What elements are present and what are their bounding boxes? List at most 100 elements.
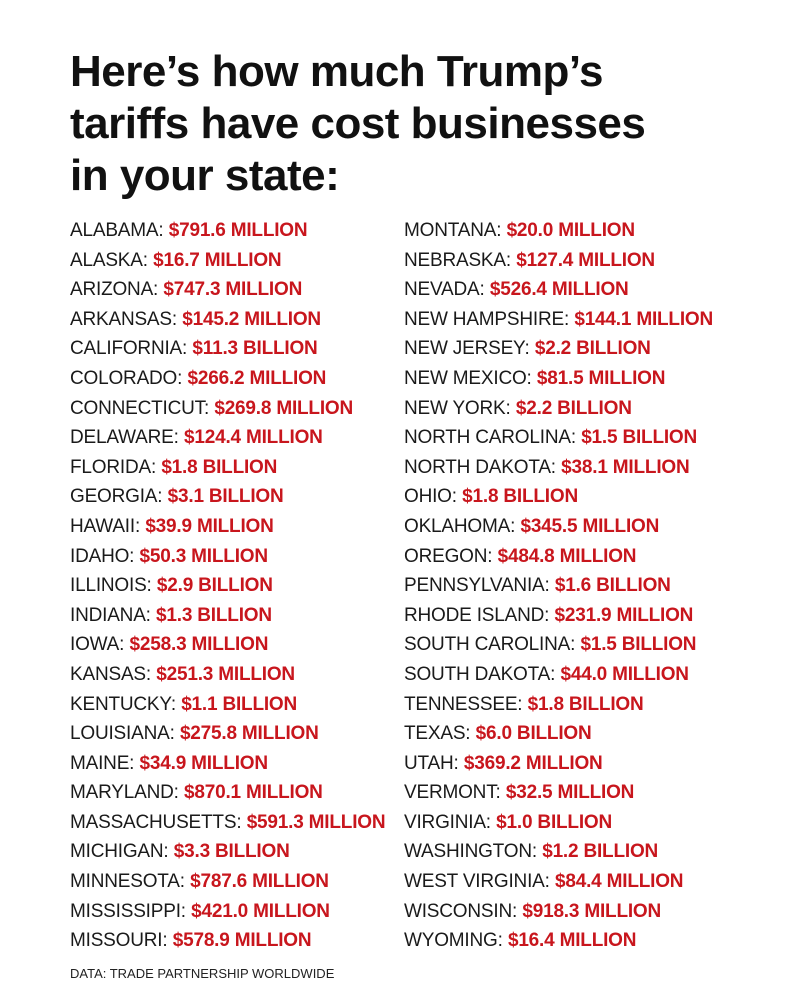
tariff-cost-amount: $1.5 BILLION	[580, 634, 697, 656]
state-name: MAINE:	[70, 752, 135, 774]
state-name: ALABAMA:	[70, 220, 164, 241]
state-name: GEORGIA:	[70, 486, 163, 508]
state-name: SOUTH DAKOTA:	[404, 663, 556, 685]
tariff-cost-amount: $1.6 BILLION	[554, 575, 671, 597]
state-row: ILLINOIS: $2.9 BILLION	[70, 571, 385, 601]
state-name: MISSOURI:	[70, 930, 168, 952]
state-row: VIRGINIA: $1.0 BILLION	[404, 808, 713, 838]
tariff-cost-amount: $20.0 MILLION	[506, 220, 636, 241]
tariff-cost-amount: $3.3 BILLION	[173, 841, 290, 863]
state-row: ALASKA: $16.7 MILLION	[70, 246, 385, 276]
state-row: PENNSYLVANIA: $1.6 BILLION	[404, 571, 713, 601]
state-name: MINNESOTA:	[70, 871, 185, 893]
tariff-cost-amount: $32.5 MILLION	[505, 782, 635, 804]
state-name: IOWA:	[70, 634, 125, 656]
tariff-cost-amount: $145.2 MILLION	[182, 308, 321, 330]
state-name: OHIO:	[404, 486, 457, 508]
state-row: OKLAHOMA: $345.5 MILLION	[404, 512, 713, 542]
headline-line: in your state:	[70, 151, 340, 200]
state-row: DELAWARE: $124.4 MILLION	[70, 423, 385, 453]
state-row: SOUTH CAROLINA: $1.5 BILLION	[404, 630, 713, 660]
tariff-cost-amount: $50.3 MILLION	[139, 545, 269, 567]
tariff-cost-amount: $275.8 MILLION	[179, 723, 319, 745]
tariff-cost-amount: $1.5 BILLION	[581, 427, 698, 449]
state-name: ARIZONA:	[70, 279, 159, 301]
tariff-cost-amount: $16.4 MILLION	[507, 930, 637, 952]
state-row: MINNESOTA: $787.6 MILLION	[70, 867, 385, 897]
tariff-cost-amount: $369.2 MILLION	[463, 752, 603, 774]
state-row: SOUTH DAKOTA: $44.0 MILLION	[404, 660, 713, 690]
state-list-left-column: ALABAMA: $791.6 MILLION ALASKA: $16.7 MIL…	[70, 216, 386, 956]
state-name: NORTH CAROLINA:	[404, 427, 576, 449]
state-row: NEW JERSEY: $2.2 BILLION	[404, 334, 713, 364]
tariff-cost-amount: $44.0 MILLION	[560, 663, 689, 685]
tariff-cost-amount: $127.4 MILLION	[516, 249, 655, 271]
tariff-cost-amount: $144.1 MILLION	[574, 308, 714, 330]
tariff-cost-amount: $1.0 BILLION	[496, 811, 613, 833]
tariff-cost-amount: $421.0 MILLION	[191, 900, 330, 922]
state-row: VERMONT: $32.5 MILLION	[404, 778, 713, 808]
tariff-cost-amount: $84.4 MILLION	[554, 871, 684, 893]
state-name: WASHINGTON:	[404, 841, 537, 863]
tariff-cost-amount: $747.3 MILLION	[163, 279, 303, 301]
tariff-cost-amount: $81.5 MILLION	[536, 367, 666, 389]
tariff-cost-amount: $787.6 MILLION	[190, 871, 329, 893]
state-row: NEW MEXICO: $81.5 MILLION	[404, 364, 713, 394]
state-name: PENNSYLVANIA:	[404, 575, 550, 597]
state-row: MARYLAND: $870.1 MILLION	[70, 778, 385, 808]
state-row: ALABAMA: $791.6 MILLION	[70, 216, 385, 246]
tariff-cost-amount: $484.8 MILLION	[497, 545, 637, 567]
state-row: NEBRASKA: $127.4 MILLION	[404, 246, 713, 276]
headline: Here’s how much Trump’s tariffs have cos…	[70, 46, 750, 202]
state-name: MARYLAND:	[70, 782, 179, 804]
state-name: ALASKA:	[70, 249, 148, 271]
tariff-cost-amount: $2.2 BILLION	[515, 397, 632, 419]
state-name: VERMONT:	[404, 782, 501, 804]
state-row: GEORGIA: $3.1 BILLION	[70, 482, 385, 512]
state-name: NEVADA:	[404, 279, 485, 301]
tariff-cost-amount: $39.9 MILLION	[145, 515, 274, 537]
state-name: RHODE ISLAND:	[404, 604, 550, 626]
state-name: NORTH DAKOTA:	[404, 456, 556, 478]
state-name: LOUISIANA:	[70, 723, 175, 745]
state-name: CONNECTICUT:	[70, 397, 210, 419]
state-name: VIRGINIA:	[404, 811, 491, 833]
state-name: MISSISSIPPI:	[70, 900, 186, 922]
state-row: OHIO: $1.8 BILLION	[404, 482, 713, 512]
data-source-credit: DATA: TRADE PARTNERSHIP WORLDWIDE	[70, 966, 335, 981]
tariff-cost-amount: $591.3 MILLION	[246, 811, 386, 833]
state-row: WYOMING: $16.4 MILLION	[404, 926, 713, 956]
state-name: WYOMING:	[404, 930, 503, 952]
state-name: FLORIDA:	[70, 456, 157, 478]
state-row: MASSACHUSETTS: $591.3 MILLION	[70, 808, 386, 838]
state-row: ARKANSAS: $145.2 MILLION	[70, 305, 385, 335]
state-name: NEBRASKA:	[404, 249, 511, 271]
tariff-cost-amount: $1.2 BILLION	[542, 841, 659, 863]
state-row: UTAH: $369.2 MILLION	[404, 749, 713, 779]
headline-line: tariffs have cost businesses	[70, 99, 646, 148]
tariff-cost-amount: $231.9 MILLION	[554, 604, 694, 626]
state-name: WEST VIRGINIA:	[404, 871, 550, 893]
state-name: NEW MEXICO:	[404, 367, 532, 389]
tariff-cost-amount: $38.1 MILLION	[561, 456, 690, 478]
state-name: WISCONSIN:	[404, 900, 518, 922]
tariff-cost-amount: $345.5 MILLION	[520, 515, 660, 537]
state-name: KANSAS:	[70, 663, 151, 685]
state-row: CONNECTICUT: $269.8 MILLION	[70, 394, 385, 424]
state-row: MAINE: $34.9 MILLION	[70, 749, 385, 779]
state-row: HAWAII: $39.9 MILLION	[70, 512, 385, 542]
state-row: NEW HAMPSHIRE: $144.1 MILLION	[404, 305, 713, 335]
state-row: MISSISSIPPI: $421.0 MILLION	[70, 897, 385, 927]
state-name: NEW YORK:	[404, 397, 511, 419]
state-row: WISCONSIN: $918.3 MILLION	[404, 897, 713, 927]
tariff-cost-amount: $266.2 MILLION	[187, 367, 327, 389]
state-name: ARKANSAS:	[70, 308, 177, 330]
tariff-cost-amount: $258.3 MILLION	[129, 634, 269, 656]
state-row: OREGON: $484.8 MILLION	[404, 542, 713, 572]
headline-line: Here’s how much Trump’s	[70, 47, 603, 96]
tariff-cost-amount: $870.1 MILLION	[184, 782, 323, 804]
state-row: WEST VIRGINIA: $84.4 MILLION	[404, 867, 713, 897]
state-name: MASSACHUSETTS:	[70, 811, 242, 833]
state-name: MONTANA:	[404, 220, 502, 241]
tariff-cost-amount: $1.8 BILLION	[161, 456, 278, 478]
